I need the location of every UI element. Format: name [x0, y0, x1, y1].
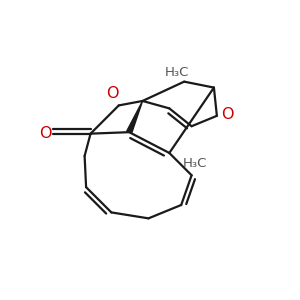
Text: O: O: [39, 126, 52, 141]
Text: O: O: [222, 107, 234, 122]
Text: O: O: [106, 86, 119, 101]
Text: H₃C: H₃C: [165, 66, 189, 79]
Polygon shape: [127, 101, 142, 133]
Text: H₃C: H₃C: [182, 157, 207, 170]
